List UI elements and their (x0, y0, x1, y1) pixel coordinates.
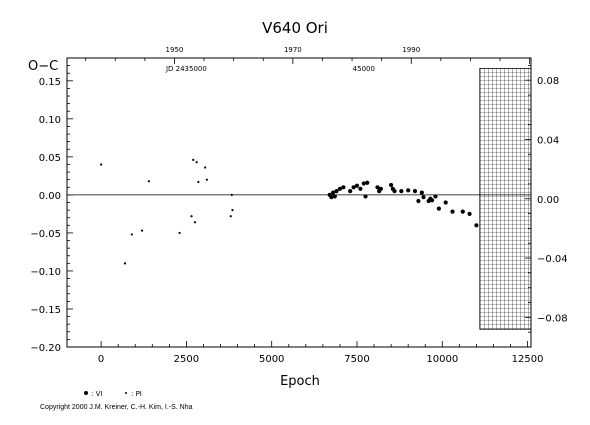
y-axis-title: O−C (28, 59, 58, 74)
data-point (100, 163, 103, 166)
data-point (193, 221, 197, 224)
data-point (433, 194, 438, 199)
x-tick-label: 7500 (344, 354, 369, 365)
data-point (332, 194, 337, 199)
data-point (123, 262, 127, 265)
data-point (195, 161, 198, 164)
right-tick-label: 0.00 (537, 195, 559, 206)
top-year-label: 1970 (284, 46, 302, 54)
data-point (399, 188, 404, 194)
x-tick-label: 12500 (512, 354, 544, 365)
right-tick-label: 0.04 (537, 136, 559, 147)
y-tick-label: 0.00 (39, 191, 61, 202)
hatched-region (479, 67, 532, 330)
data-point (467, 211, 472, 217)
data-point (389, 182, 394, 188)
right-tick-label: −0.08 (537, 313, 568, 324)
data-point (205, 178, 208, 181)
data-point (231, 209, 234, 212)
data-point (331, 190, 336, 195)
plot-frame (66, 57, 532, 348)
legend-vi-marker (84, 391, 88, 395)
data-point (230, 193, 233, 196)
right-tick-label: −0.04 (537, 254, 568, 265)
data-point (348, 188, 353, 194)
data-point (351, 185, 356, 190)
data-point (197, 180, 200, 184)
data-point (412, 188, 418, 194)
x-tick-label: 10000 (426, 354, 458, 365)
y-tick-label: −0.10 (30, 267, 61, 278)
data-point (178, 231, 181, 235)
data-point (229, 215, 232, 218)
data-point (460, 209, 465, 214)
legend-pi-label: : PI (131, 390, 142, 398)
data-point (378, 186, 383, 191)
x-tick-label: 2500 (174, 354, 199, 365)
legend-pi-marker (125, 392, 127, 394)
top-year-label: 1990 (402, 46, 420, 54)
data-point (341, 185, 346, 190)
chart-title: V640 Ori (262, 19, 328, 37)
data-point (358, 186, 363, 191)
data-point (361, 181, 366, 186)
data-point (329, 195, 334, 200)
data-points (100, 158, 479, 265)
y-tick-label: −0.15 (30, 305, 61, 316)
legend: : VI : PI (84, 390, 142, 398)
data-point (416, 198, 421, 204)
data-point (334, 188, 339, 194)
top-jd-label: JD 2435000 (165, 65, 207, 73)
x-tick-label: 5000 (259, 354, 284, 365)
y-tick-label: −0.05 (30, 229, 61, 240)
data-point (130, 233, 133, 236)
data-point (392, 188, 397, 194)
ticks: 0 2500 5000 7500 10000 12500 −0.20 −0.15 −0.10 −0… (30, 46, 567, 365)
data-point (436, 206, 441, 211)
x-axis-title: Epoch (280, 374, 320, 389)
data-point (147, 180, 150, 183)
top-year-label: 1950 (166, 46, 184, 54)
data-point (354, 183, 360, 188)
right-tick-label: 0.08 (537, 76, 559, 87)
x-tick-label: 0 (98, 354, 104, 365)
data-point (365, 180, 370, 185)
y-tick-label: 0.05 (39, 153, 61, 164)
legend-vi-label: : VI (91, 390, 102, 398)
data-point (375, 185, 380, 190)
data-point (474, 223, 479, 228)
data-point (190, 215, 193, 218)
data-point (204, 166, 207, 169)
y-tick-label: 0.10 (39, 115, 61, 126)
copyright-text: Copyright 2000 J.M. Kreiner, C.-H. Kim, … (40, 404, 193, 411)
data-point (421, 195, 426, 200)
data-point (363, 194, 368, 199)
y-tick-label: −0.20 (30, 343, 61, 354)
data-point (419, 190, 424, 195)
y-tick-label: 0.15 (39, 77, 61, 88)
data-point (406, 188, 411, 193)
data-point (429, 198, 435, 203)
data-point (192, 158, 195, 162)
data-point (337, 186, 343, 191)
data-point (443, 200, 448, 205)
data-point (450, 209, 455, 214)
data-point (140, 229, 144, 232)
top-jd-label: 45000 (353, 65, 375, 73)
